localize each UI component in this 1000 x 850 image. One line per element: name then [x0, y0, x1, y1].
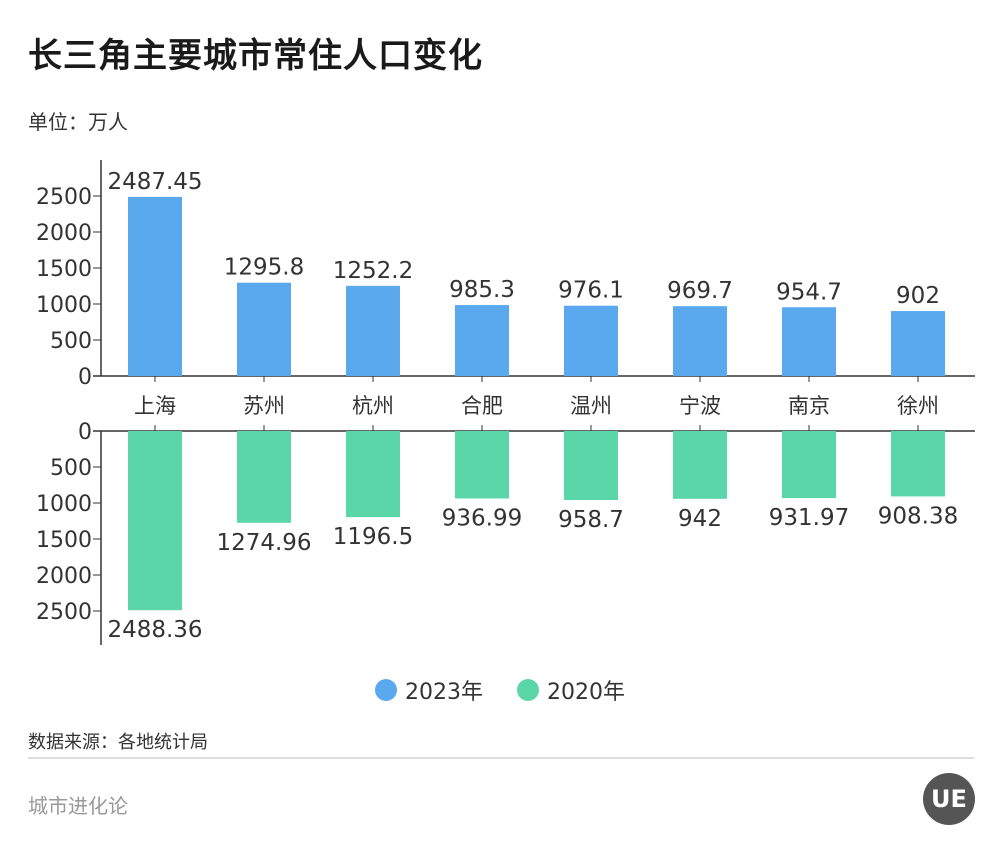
legend-label: 2020年	[547, 680, 625, 705]
category-label: 杭州	[352, 394, 394, 418]
top-y-tick-label: 1000	[36, 293, 92, 318]
top-y-tick-label: 2500	[36, 185, 92, 210]
bar-2020	[673, 431, 727, 499]
page-title: 长三角主要城市常住人口变化	[28, 36, 483, 76]
legend: 2023年 2020年	[0, 674, 1000, 706]
top-y-tick-label: 1500	[36, 257, 92, 282]
data-label-2023: 1295.8	[224, 255, 304, 281]
data-label-2023: 985.3	[449, 277, 515, 303]
top-y-tick-label: 0	[78, 365, 92, 390]
bar-chart: 0 0 500 500 1000 1000 1500 1500 2000 2000 2500 2500…	[36, 160, 975, 645]
bar-2023	[237, 282, 291, 376]
bottom-y-tick-label: 1000	[36, 492, 92, 517]
bar-2023	[455, 305, 509, 376]
brand-name: 城市进化论	[28, 794, 128, 818]
bar-2023	[673, 306, 727, 376]
bar-2023	[564, 305, 618, 376]
bar-2023	[782, 307, 836, 376]
category-label: 南京	[788, 394, 830, 418]
legend-label: 2023年	[405, 680, 483, 705]
data-source: 数据来源：各地统计局	[28, 732, 208, 753]
bar-2023	[346, 285, 400, 376]
data-label-2020: 1274.96	[216, 530, 311, 556]
legend-item-2023[interactable]: 2023年	[375, 674, 483, 706]
data-label-2020: 931.97	[769, 505, 849, 531]
data-label-2023: 969.7	[667, 278, 733, 304]
bottom-y-tick-label: 2000	[36, 564, 92, 589]
category-label: 苏州	[243, 394, 285, 418]
data-label-2020: 942	[678, 506, 722, 532]
category-label: 上海	[134, 394, 176, 418]
data-label-2023: 976.1	[558, 278, 624, 304]
unit-label: 单位：万人	[28, 110, 128, 134]
legend-dot	[517, 679, 539, 701]
divider	[28, 757, 974, 759]
bar-2020	[455, 431, 509, 499]
bar-2023	[128, 196, 182, 376]
top-y-tick-label: 2000	[36, 221, 92, 246]
category-label: 合肥	[461, 394, 503, 418]
brand-logo: UE	[923, 773, 975, 825]
bar-2020	[346, 431, 400, 518]
category-label: 宁波	[679, 394, 721, 418]
data-label-2023: 2487.45	[107, 169, 202, 195]
bottom-y-tick-label: 1500	[36, 528, 92, 553]
bottom-y-tick-label: 0	[78, 420, 92, 445]
bar-2020	[237, 431, 291, 523]
data-label-2020: 2488.36	[107, 617, 202, 643]
bar-2020	[128, 431, 182, 611]
data-label-2023: 954.7	[776, 279, 842, 305]
data-label-2020: 936.99	[442, 505, 522, 531]
top-y-tick-label: 500	[50, 329, 92, 354]
bar-2020	[782, 431, 836, 499]
bottom-y-tick-label: 2500	[36, 600, 92, 625]
bottom-y-tick-label: 500	[50, 456, 92, 481]
legend-item-2020[interactable]: 2020年	[517, 674, 625, 706]
data-label-2023: 1252.2	[333, 258, 413, 284]
data-label-2020: 908.38	[878, 503, 958, 529]
category-label: 徐州	[897, 394, 939, 418]
data-label-2020: 1196.5	[333, 524, 413, 550]
bar-2023	[891, 311, 945, 376]
bar-2020	[564, 431, 618, 501]
bar-2020	[891, 431, 945, 497]
legend-dot	[375, 679, 397, 701]
data-label-2020: 958.7	[558, 507, 624, 533]
data-label-2023: 902	[896, 283, 940, 309]
category-label: 温州	[570, 394, 612, 418]
